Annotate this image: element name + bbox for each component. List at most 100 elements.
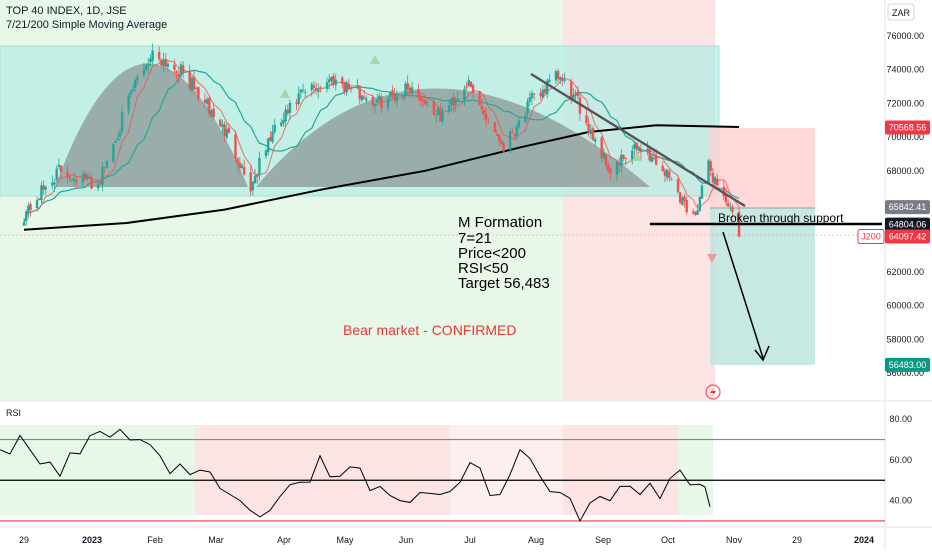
candle-body <box>24 211 28 222</box>
candle-body <box>197 86 200 100</box>
candle-body <box>38 198 41 201</box>
candle-body <box>484 114 488 120</box>
rsi-red-strip <box>450 425 563 515</box>
candle-body <box>88 176 91 178</box>
candle-body <box>188 71 191 89</box>
candle-body <box>242 167 246 175</box>
candle-body <box>668 171 671 179</box>
rsi-tick: 40.00 <box>889 496 912 506</box>
candle-body <box>402 95 405 97</box>
price-label-box <box>885 200 930 215</box>
candle-body <box>164 58 167 67</box>
candle-body <box>685 200 688 213</box>
candle-body <box>129 91 133 95</box>
candle-body <box>72 178 76 181</box>
candle-body <box>105 161 109 168</box>
time-tick: 2024 <box>854 535 874 545</box>
candle-body <box>373 104 377 107</box>
time-tick: Sep <box>595 535 611 545</box>
candle-body <box>439 108 442 122</box>
price-tick: 74000.00 <box>886 65 924 75</box>
candle-body <box>330 76 333 81</box>
price-label-box <box>885 217 930 232</box>
candle-body <box>543 88 547 93</box>
candle-body <box>395 94 398 102</box>
candle-body <box>423 100 427 105</box>
candle-body <box>114 141 117 143</box>
candle-body <box>478 91 481 105</box>
candle-body <box>29 203 32 210</box>
candle-body <box>157 51 161 60</box>
m-formation-right-arc <box>256 88 650 187</box>
candle-body <box>264 150 268 156</box>
candle-body <box>284 109 287 122</box>
rsi-tick: 80.00 <box>889 414 912 424</box>
candle-body <box>556 71 560 79</box>
currency-box[interactable] <box>887 3 915 21</box>
price-tick: 62000.00 <box>886 267 924 277</box>
time-tick: Nov <box>726 535 743 545</box>
candle-body <box>502 143 505 152</box>
target-arrow <box>722 231 764 359</box>
candle-body <box>661 165 664 172</box>
time-tick: 29 <box>19 535 29 545</box>
candle-body <box>463 89 466 100</box>
note-line: Target 56,483 <box>458 275 550 292</box>
candle-body <box>51 182 54 186</box>
candle-body <box>66 171 69 178</box>
candle-body <box>166 63 170 67</box>
candle-body <box>301 90 305 91</box>
candle-body <box>236 158 239 165</box>
candle-body <box>319 87 322 89</box>
price-label-text: 64804.06 <box>889 220 927 230</box>
candle-body <box>500 140 503 145</box>
candle-body <box>469 81 473 88</box>
rsi-green-strip <box>678 425 713 515</box>
candle-body <box>325 82 329 89</box>
candle-body <box>131 88 135 92</box>
time-tick: Aug <box>528 535 544 545</box>
candle-body <box>513 134 516 136</box>
rsi-tick: 60.00 <box>889 455 912 465</box>
candle-body <box>314 88 318 91</box>
candle-body <box>297 93 300 105</box>
candle-body <box>663 170 667 176</box>
candle-body <box>317 88 320 92</box>
candle-body <box>487 120 490 122</box>
candle-body <box>716 178 719 186</box>
rsi-regime-strips <box>0 425 713 515</box>
price-axis[interactable] <box>885 0 932 550</box>
candle-body <box>35 200 39 209</box>
note-line: RSI<50 <box>458 260 508 277</box>
candle-body <box>68 176 71 179</box>
candle-body <box>160 59 163 66</box>
candle-body <box>600 137 603 159</box>
candle-body <box>144 65 148 70</box>
lightning-icon[interactable] <box>705 384 721 400</box>
candle-body <box>482 109 486 115</box>
candle-body <box>694 211 697 216</box>
symbol-title: TOP 40 INDEX, 1D, JSE <box>6 5 127 17</box>
time-axis-labels: 29 2023 Feb Mar Apr May Jun Jul Aug Sep Oct Nov 29 20… <box>19 535 874 545</box>
down-marker <box>707 254 717 263</box>
candle-body <box>554 71 558 81</box>
candle-body <box>569 81 573 101</box>
candle-body <box>365 98 368 101</box>
candle-body <box>175 71 178 74</box>
candle-body <box>347 83 351 89</box>
candle-body <box>696 210 699 215</box>
time-tick: Jun <box>399 535 414 545</box>
candle-body <box>173 64 176 70</box>
candle-body <box>585 115 588 124</box>
price-label-box <box>885 120 930 135</box>
rsi-red-strip <box>563 425 678 515</box>
candle-body <box>253 176 257 183</box>
candle-body <box>724 195 728 203</box>
descending-trendline[interactable] <box>530 72 746 208</box>
candle-body <box>548 79 551 83</box>
candle-body <box>620 154 623 167</box>
price-tick: 60000.00 <box>886 301 924 311</box>
candle-body <box>617 163 621 165</box>
